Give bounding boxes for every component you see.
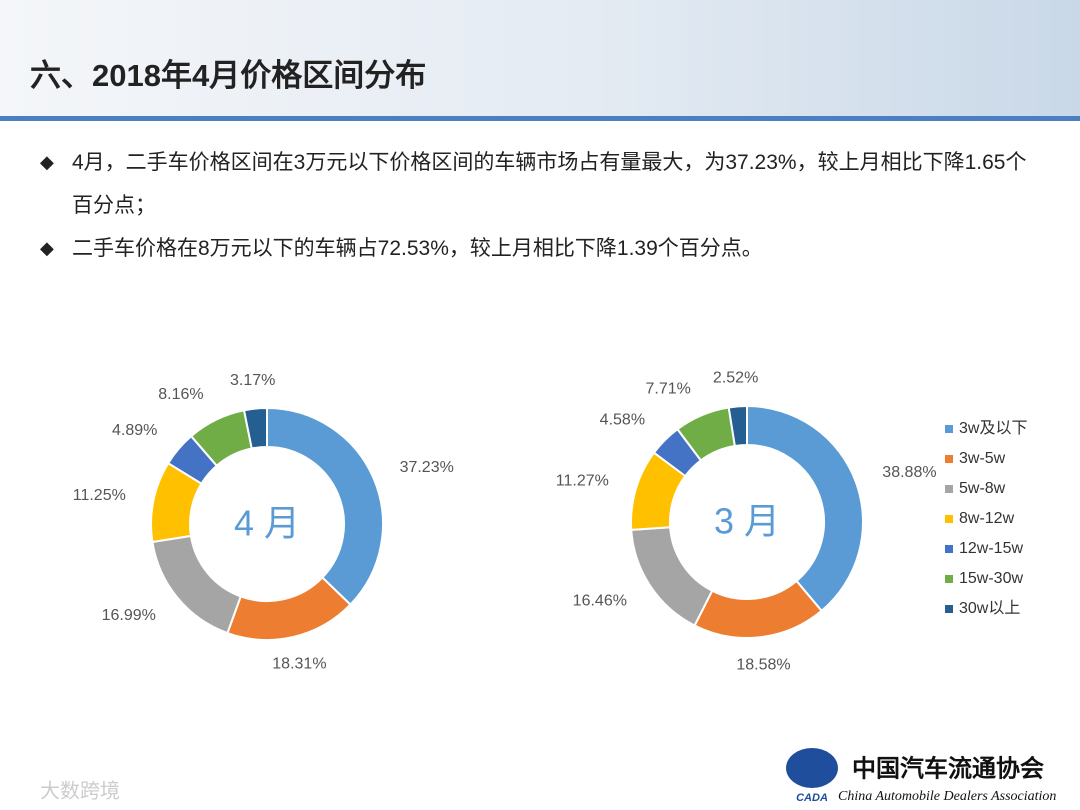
value-label: 4.58% xyxy=(600,412,645,429)
value-label: 38.88% xyxy=(882,464,936,481)
value-label: 16.99% xyxy=(102,607,156,624)
logo-abbr: CADA xyxy=(796,792,828,804)
logo-name: 中国汽车流通协会 xyxy=(852,754,1044,782)
value-label: 18.31% xyxy=(272,656,326,673)
donut-segment xyxy=(630,526,714,627)
legend-label: 3w及以下 xyxy=(959,420,1027,437)
legend-swatch xyxy=(945,455,953,463)
legend-label: 30w以上 xyxy=(959,599,1020,617)
value-label: 7.71% xyxy=(645,381,690,398)
donut-segment xyxy=(242,406,268,450)
value-label: 11.25% xyxy=(73,487,126,504)
donut-segment xyxy=(151,534,243,635)
legend-label: 15w-30w xyxy=(959,570,1023,587)
legend-swatch xyxy=(945,425,953,433)
value-label: 8.16% xyxy=(158,386,203,403)
legend-label: 12w-15w xyxy=(959,540,1023,557)
legend-label: 8w-12w xyxy=(959,510,1015,527)
donut-segment xyxy=(266,406,384,607)
value-label: 3.17% xyxy=(230,372,275,389)
logo-mark xyxy=(786,748,838,788)
legend-swatch xyxy=(945,545,953,553)
value-label: 4.89% xyxy=(112,422,157,439)
value-label: 18.58% xyxy=(736,656,790,673)
legend-swatch xyxy=(945,485,953,493)
bullet: 4月，二手车价格区间在3万元以下价格区间的车辆市场占有量最大，为37.23%，较… xyxy=(40,141,1032,227)
legend-label: 3w-5w xyxy=(959,450,1006,467)
watermark: 大数跨境 xyxy=(40,779,120,802)
legend-swatch xyxy=(945,575,953,583)
center-label: 4 月 xyxy=(234,503,300,544)
donut-segment xyxy=(746,404,864,613)
legend-swatch xyxy=(945,605,953,613)
legend-swatch xyxy=(945,515,953,523)
donut-segment xyxy=(727,404,748,448)
value-label: 11.27% xyxy=(556,473,609,490)
donut-segment xyxy=(226,576,352,641)
slide-title: 六、2018年4月价格区间分布 xyxy=(30,58,427,93)
bullet: 二手车价格在8万元以下的车辆占72.53%，较上月相比下降1.39个百分点。 xyxy=(40,227,1032,270)
donut-segment xyxy=(693,579,824,639)
logo-english: China Automobile Dealers Association xyxy=(838,789,1056,804)
legend-label: 5w-8w xyxy=(959,480,1006,497)
center-label: 3 月 xyxy=(714,501,780,542)
value-label: 2.52% xyxy=(713,370,758,387)
value-label: 37.23% xyxy=(400,459,454,476)
value-label: 16.46% xyxy=(573,593,627,610)
header-band xyxy=(0,0,1080,121)
